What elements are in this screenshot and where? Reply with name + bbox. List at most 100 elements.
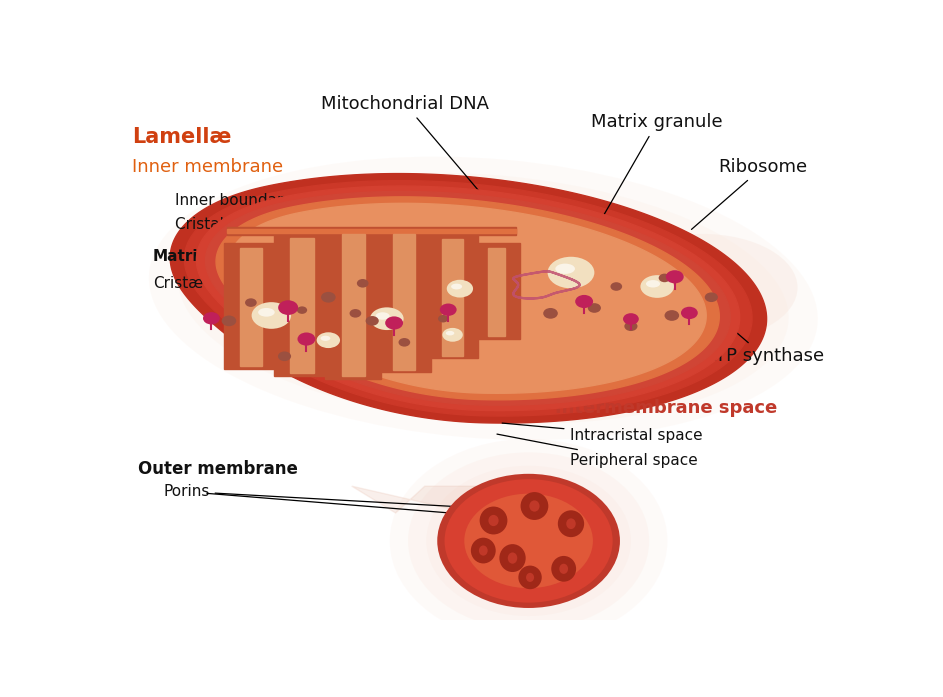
Circle shape bbox=[464, 493, 593, 588]
Ellipse shape bbox=[321, 336, 330, 341]
Polygon shape bbox=[196, 186, 739, 411]
Text: Cristæ: Cristæ bbox=[153, 275, 296, 291]
Polygon shape bbox=[223, 243, 278, 369]
Polygon shape bbox=[325, 229, 381, 378]
Ellipse shape bbox=[587, 303, 601, 313]
Ellipse shape bbox=[252, 302, 291, 329]
Ellipse shape bbox=[399, 338, 410, 346]
Ellipse shape bbox=[178, 173, 788, 424]
Ellipse shape bbox=[214, 189, 753, 408]
Circle shape bbox=[623, 313, 638, 325]
Ellipse shape bbox=[442, 328, 463, 342]
Ellipse shape bbox=[665, 310, 679, 321]
Ellipse shape bbox=[480, 507, 507, 535]
Text: Porins: Porins bbox=[163, 484, 453, 507]
Text: Peripheral space: Peripheral space bbox=[497, 434, 697, 468]
Text: Matrix granule: Matrix granule bbox=[578, 114, 723, 259]
Ellipse shape bbox=[552, 556, 576, 582]
Ellipse shape bbox=[375, 312, 389, 320]
Polygon shape bbox=[488, 248, 505, 336]
Text: Ribosome: Ribosome bbox=[691, 158, 808, 229]
Circle shape bbox=[203, 312, 220, 325]
Circle shape bbox=[681, 307, 698, 319]
Circle shape bbox=[385, 316, 403, 330]
Text: Cristal membrane: Cristal membrane bbox=[174, 217, 312, 232]
Ellipse shape bbox=[529, 500, 539, 512]
Ellipse shape bbox=[507, 553, 518, 564]
Ellipse shape bbox=[245, 298, 256, 307]
Ellipse shape bbox=[222, 316, 237, 326]
Text: Outer membrane: Outer membrane bbox=[139, 460, 298, 478]
Ellipse shape bbox=[640, 275, 674, 298]
Ellipse shape bbox=[370, 307, 404, 330]
Ellipse shape bbox=[479, 546, 488, 556]
Ellipse shape bbox=[317, 332, 340, 348]
Polygon shape bbox=[377, 229, 431, 372]
Ellipse shape bbox=[438, 315, 448, 323]
Ellipse shape bbox=[446, 331, 455, 335]
Ellipse shape bbox=[519, 565, 542, 589]
Ellipse shape bbox=[278, 351, 291, 361]
Circle shape bbox=[438, 474, 620, 608]
Circle shape bbox=[439, 303, 456, 316]
Circle shape bbox=[575, 295, 593, 308]
Polygon shape bbox=[290, 238, 314, 374]
Circle shape bbox=[444, 479, 613, 603]
Polygon shape bbox=[473, 243, 520, 339]
Text: Intermembrane space: Intermembrane space bbox=[554, 399, 777, 418]
Ellipse shape bbox=[500, 544, 525, 572]
Polygon shape bbox=[427, 234, 478, 358]
Ellipse shape bbox=[704, 293, 718, 302]
Ellipse shape bbox=[526, 573, 534, 582]
Ellipse shape bbox=[521, 492, 548, 520]
Polygon shape bbox=[274, 233, 330, 376]
Ellipse shape bbox=[659, 274, 670, 282]
Ellipse shape bbox=[321, 292, 336, 302]
Circle shape bbox=[666, 270, 684, 284]
Polygon shape bbox=[170, 174, 767, 423]
Text: Intracristal space: Intracristal space bbox=[502, 423, 703, 443]
Ellipse shape bbox=[646, 280, 660, 287]
Polygon shape bbox=[216, 197, 720, 400]
Polygon shape bbox=[240, 248, 262, 367]
Text: Mitochondrial DNA: Mitochondrial DNA bbox=[321, 95, 534, 256]
Ellipse shape bbox=[488, 515, 499, 526]
Ellipse shape bbox=[350, 309, 361, 318]
Ellipse shape bbox=[258, 308, 274, 316]
Ellipse shape bbox=[543, 308, 558, 319]
Ellipse shape bbox=[356, 279, 369, 288]
Text: Lamellæ: Lamellæ bbox=[132, 128, 232, 147]
Ellipse shape bbox=[297, 307, 307, 314]
Polygon shape bbox=[206, 192, 730, 405]
Ellipse shape bbox=[558, 510, 584, 537]
Ellipse shape bbox=[149, 157, 818, 440]
Ellipse shape bbox=[389, 439, 668, 643]
Ellipse shape bbox=[451, 284, 462, 289]
Polygon shape bbox=[442, 239, 463, 355]
Ellipse shape bbox=[471, 537, 496, 563]
Polygon shape bbox=[341, 234, 365, 376]
Ellipse shape bbox=[610, 282, 622, 291]
Ellipse shape bbox=[566, 519, 576, 529]
Polygon shape bbox=[393, 234, 415, 369]
Text: Matrix: Matrix bbox=[153, 249, 308, 264]
Ellipse shape bbox=[408, 452, 649, 629]
Ellipse shape bbox=[447, 279, 473, 298]
Text: ATP synthase: ATP synthase bbox=[691, 293, 824, 365]
Circle shape bbox=[278, 300, 298, 315]
Circle shape bbox=[297, 332, 315, 346]
Polygon shape bbox=[228, 204, 706, 393]
Polygon shape bbox=[185, 181, 752, 416]
Text: Inner membrane: Inner membrane bbox=[132, 158, 284, 176]
Ellipse shape bbox=[607, 234, 798, 342]
Polygon shape bbox=[227, 229, 516, 233]
Ellipse shape bbox=[548, 256, 594, 289]
Ellipse shape bbox=[366, 316, 379, 325]
Ellipse shape bbox=[559, 564, 568, 574]
Ellipse shape bbox=[555, 263, 575, 274]
Polygon shape bbox=[352, 487, 556, 523]
Ellipse shape bbox=[624, 321, 637, 331]
Polygon shape bbox=[227, 227, 516, 235]
Ellipse shape bbox=[426, 466, 631, 616]
Text: Inner boundary membrane: Inner boundary membrane bbox=[174, 192, 381, 217]
